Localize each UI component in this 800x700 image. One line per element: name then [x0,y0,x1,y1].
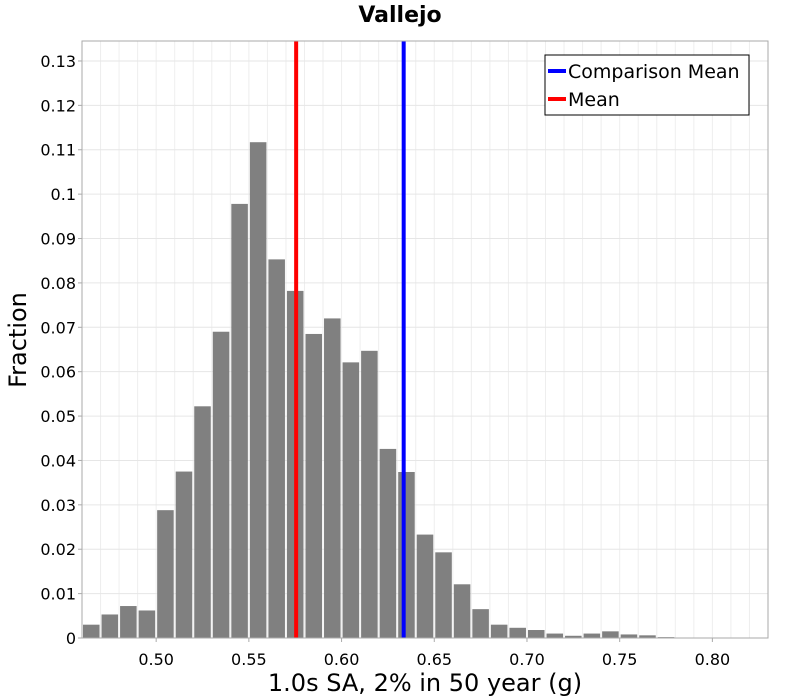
plot-frame [81,40,769,639]
histogram-bar [453,584,471,638]
histogram-bar [639,635,656,638]
y-tick-label: 0.01 [40,585,76,604]
histogram-bar [157,510,174,638]
histogram-bar [546,633,564,638]
x-tick-label: 0.55 [231,650,267,669]
histogram-bar [212,331,230,638]
y-tick-label: 0.09 [40,230,76,249]
legend-label-comparison-mean: Comparison Mean [568,61,740,83]
chart-title: Vallejo [358,3,441,28]
y-tick-label: 0.11 [40,141,76,160]
histogram-bar [602,631,619,638]
y-tick-label: 0.04 [40,451,76,470]
x-tick-label: 0.80 [695,650,731,669]
histogram-bar [527,630,545,638]
histogram-bar [361,350,378,638]
histogram-bar [490,624,508,638]
histogram-bar [416,534,434,638]
histogram-bar [379,448,397,638]
histogram-bar [342,362,360,638]
x-axis-label: 1.0s SA, 2% in 50 year (g) [268,669,582,697]
histogram-bar [249,142,267,639]
histogram-bar [472,609,489,638]
histogram-bar [101,614,119,638]
x-tick-label: 0.65 [416,650,452,669]
mean-lines [294,41,406,638]
histogram-bar [175,471,193,638]
x-tick-label: 0.75 [602,650,638,669]
y-tick-label: 0 [66,629,76,648]
histogram-bar [435,552,452,638]
legend: Comparison Mean Mean [544,54,750,116]
y-tick-label: 0.05 [40,407,76,426]
histogram-bar [194,406,211,638]
histogram-bar [268,259,285,638]
histogram-bar [398,471,415,638]
x-tick-label: 0.50 [138,650,174,669]
x-tick-label: 0.70 [509,650,545,669]
histogram-bar [83,624,100,638]
y-tick-label: 0.02 [40,540,76,559]
histogram-bar [509,627,526,638]
x-tick-label: 0.60 [324,650,360,669]
histogram-bar [620,634,638,638]
y-tick-label: 0.06 [40,363,76,382]
histogram-bar [583,633,601,638]
histogram-bars [83,142,730,639]
histogram-bar [565,635,582,638]
y-tick-label: 0.08 [40,274,76,293]
y-axis-ticks: 0 0.01 0.02 0.03 0.04 0.05 0.06 0.07 0.08 0.09 0.1… [40,52,82,648]
y-tick-label: 0.07 [40,318,76,337]
y-axis-label: Fraction [4,292,32,388]
legend-box [544,54,750,116]
y-tick-label: 0.13 [40,52,76,71]
histogram-bar [138,610,156,638]
y-tick-label: 0.12 [40,96,76,115]
grid-lines [82,41,768,639]
y-tick-label: 0.03 [40,496,76,515]
legend-label-mean: Mean [568,89,620,111]
histogram-bar [324,318,341,638]
y-tick-label: 0.1 [51,185,76,204]
histogram-bar [231,203,248,639]
x-axis-ticks: 0.50 0.55 0.60 0.65 0.70 0.75 0.80 [138,638,730,669]
histogram-bar [120,606,137,638]
histogram-bar [305,333,323,638]
